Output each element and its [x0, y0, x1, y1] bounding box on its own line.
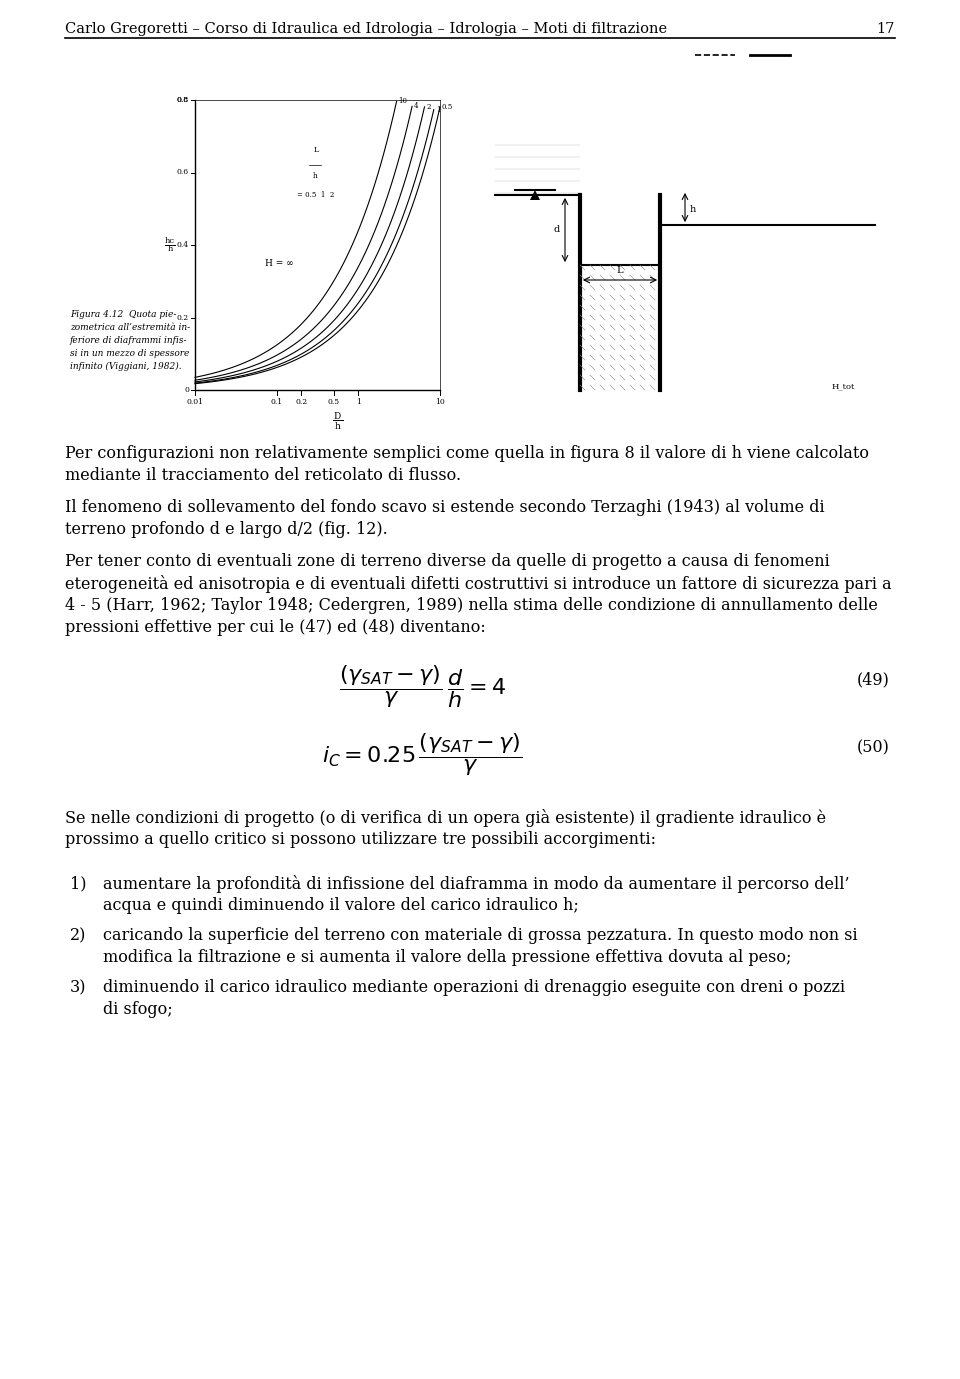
Text: 0.8: 0.8 [177, 97, 189, 103]
Text: 10: 10 [435, 399, 444, 405]
Text: 0.5: 0.5 [327, 399, 340, 405]
Text: 2: 2 [426, 103, 431, 110]
Text: Per configurazioni non relativamente semplici come quella in figura 8 il valore : Per configurazioni non relativamente sem… [65, 445, 869, 462]
Text: 0.1: 0.1 [271, 399, 283, 405]
Text: hc: hc [165, 237, 175, 245]
Polygon shape [530, 190, 540, 200]
Text: 0.2: 0.2 [295, 399, 307, 405]
Text: h: h [167, 245, 173, 252]
Text: 0: 0 [184, 386, 189, 394]
Text: 1): 1) [70, 876, 86, 892]
Text: Se nelle condizioni di progetto (o di verifica di un opera già esistente) il gra: Se nelle condizioni di progetto (o di ve… [65, 809, 827, 827]
Text: 4 - 5 (Harr, 1962; Taylor 1948; Cedergren, 1989) nella stima delle condizione di: 4 - 5 (Harr, 1962; Taylor 1948; Cedergre… [65, 597, 877, 614]
Text: acqua e quindi diminuendo il valore del carico idraulico h;: acqua e quindi diminuendo il valore del … [103, 896, 579, 914]
Text: D: D [334, 412, 341, 421]
Text: mediante il tracciamento del reticolato di flusso.: mediante il tracciamento del reticolato … [65, 467, 461, 484]
Text: d: d [554, 226, 560, 234]
Text: 4: 4 [414, 102, 419, 110]
Text: Figura 4.12  Quota pie-: Figura 4.12 Quota pie- [70, 310, 177, 319]
Text: 10: 10 [398, 98, 408, 105]
Text: 2): 2) [70, 927, 86, 945]
Text: L: L [616, 266, 623, 274]
Text: 3): 3) [70, 979, 86, 996]
Text: terreno profondo d e largo d/2 (fig. 12).: terreno profondo d e largo d/2 (fig. 12)… [65, 521, 388, 538]
Text: 0.6: 0.6 [177, 168, 189, 177]
Text: 1: 1 [436, 106, 441, 113]
Text: h: h [335, 422, 341, 432]
Text: h: h [690, 205, 696, 215]
Text: 0.2: 0.2 [177, 313, 189, 321]
Text: feriore di diaframmi infis-: feriore di diaframmi infis- [70, 336, 187, 345]
Text: $i_C = 0.25\,\dfrac{(\gamma_{SAT} - \gamma)}{\gamma}$: $i_C = 0.25\,\dfrac{(\gamma_{SAT} - \gam… [323, 731, 522, 778]
Text: 0.8: 0.8 [177, 97, 189, 103]
Text: si in un mezzo di spessore: si in un mezzo di spessore [70, 349, 189, 359]
Text: (50): (50) [857, 739, 890, 756]
Text: $\dfrac{(\gamma_{SAT} - \gamma)}{\gamma}\,\dfrac{d}{h} = 4$: $\dfrac{(\gamma_{SAT} - \gamma)}{\gamma}… [339, 663, 506, 710]
Text: (49): (49) [857, 672, 890, 688]
Text: caricando la superficie del terreno con materiale di grossa pezzatura. In questo: caricando la superficie del terreno con … [103, 927, 857, 945]
Text: eterogeneità ed anisotropia e di eventuali difetti costruttivi si introduce un f: eterogeneità ed anisotropia e di eventua… [65, 575, 892, 593]
Text: H = ∞: H = ∞ [265, 259, 294, 268]
Text: = 0.5  1  2: = 0.5 1 2 [297, 190, 334, 199]
Text: aumentare la profondità di infissione del diaframma in modo da aumentare il perc: aumentare la profondità di infissione de… [103, 876, 850, 894]
Text: prossimo a quello critico si possono utilizzare tre possibili accorgimenti:: prossimo a quello critico si possono uti… [65, 832, 656, 848]
Text: zometrica all’estremità in-: zometrica all’estremità in- [70, 323, 190, 332]
Text: L: L [313, 146, 318, 154]
Text: infinito (Viggiani, 1982).: infinito (Viggiani, 1982). [70, 363, 181, 371]
Text: modifica la filtrazione e si aumenta il valore della pressione effettiva dovuta : modifica la filtrazione e si aumenta il … [103, 949, 791, 967]
Text: 0.5: 0.5 [442, 103, 453, 112]
Text: 0.4: 0.4 [177, 241, 189, 250]
Text: H_tot: H_tot [831, 382, 855, 390]
Text: 0.01: 0.01 [186, 399, 204, 405]
Text: pressioni effettive per cui le (47) ed (48) diventano:: pressioni effettive per cui le (47) ed (… [65, 619, 486, 636]
Text: Per tener conto di eventuali zone di terreno diverse da quelle di progetto a cau: Per tener conto di eventuali zone di ter… [65, 553, 829, 570]
Text: 17: 17 [876, 22, 895, 36]
Text: h: h [313, 172, 318, 181]
Text: diminuendo il carico idraulico mediante operazioni di drenaggio eseguite con dre: diminuendo il carico idraulico mediante … [103, 979, 845, 996]
Text: Carlo Gregoretti – Corso di Idraulica ed Idrologia – Idrologia – Moti di filtraz: Carlo Gregoretti – Corso di Idraulica ed… [65, 22, 667, 36]
Text: di sfogo;: di sfogo; [103, 1001, 173, 1018]
Text: Il fenomeno di sollevamento del fondo scavo si estende secondo Terzaghi (1943) a: Il fenomeno di sollevamento del fondo sc… [65, 499, 825, 516]
Text: 1: 1 [356, 399, 361, 405]
